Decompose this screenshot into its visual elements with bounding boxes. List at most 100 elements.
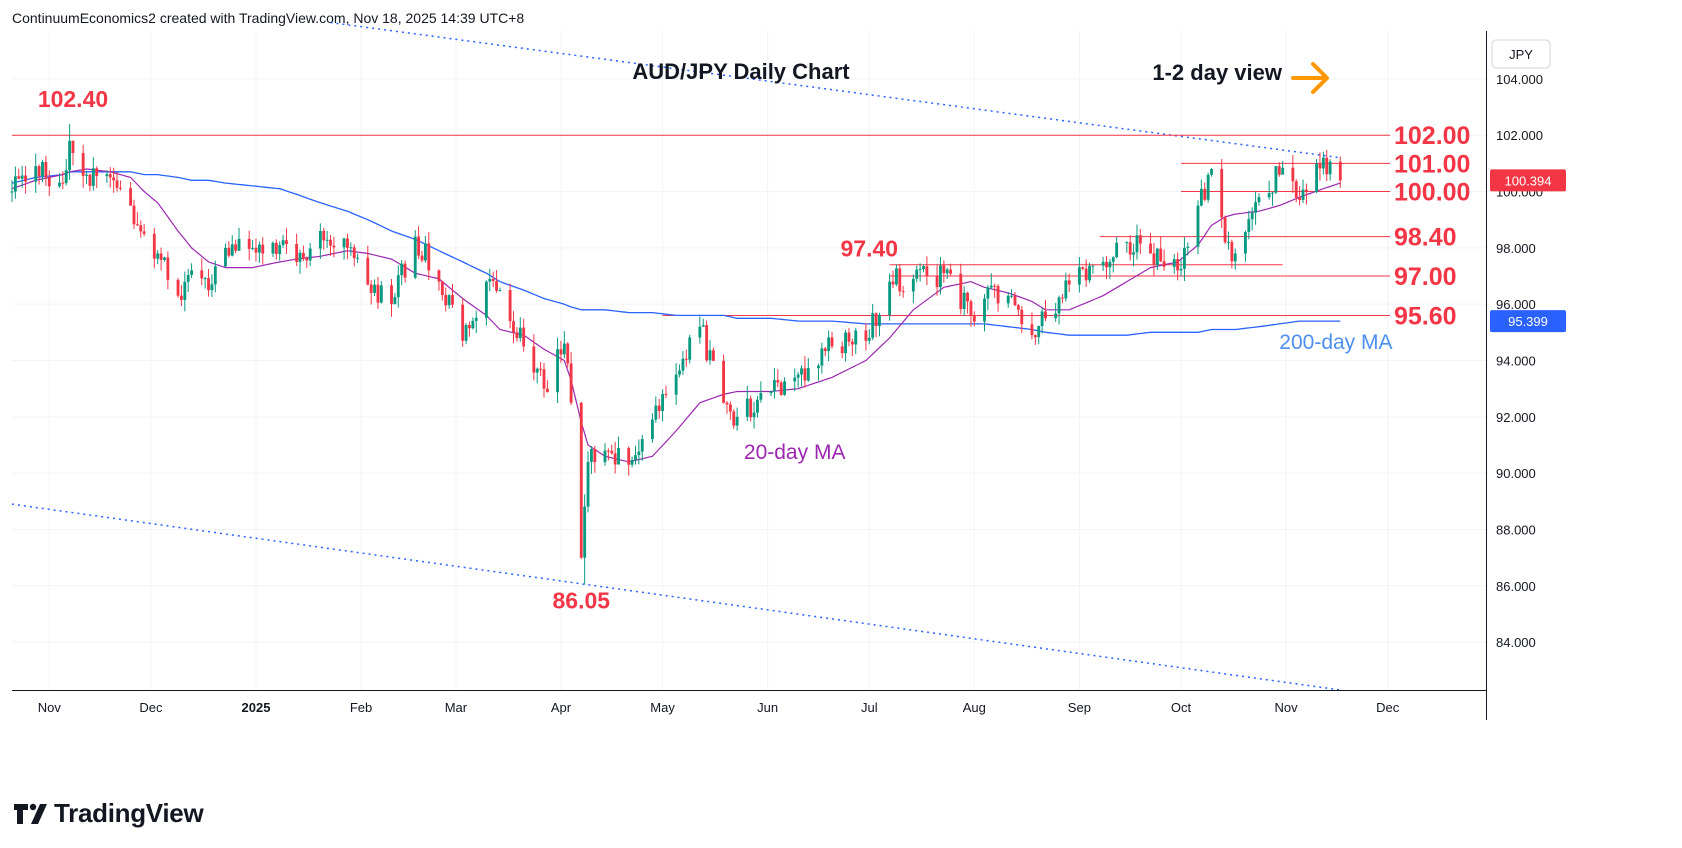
currency-box	[1491, 39, 1551, 69]
candle-body	[71, 140, 75, 154]
candle-body	[1030, 324, 1034, 336]
candle-body	[634, 455, 637, 460]
candle-body	[1210, 168, 1213, 175]
candle-body	[854, 330, 858, 345]
candle-body	[681, 358, 685, 371]
candle	[793, 368, 797, 392]
annotation-97-40: 97.40	[841, 235, 899, 261]
candle-body	[532, 346, 536, 373]
candle-body	[989, 285, 993, 288]
candle-body	[274, 242, 278, 255]
candle	[627, 446, 631, 476]
ma-200-price-label: 95.399	[1508, 314, 1548, 329]
candle	[922, 264, 925, 273]
x-tick-label: Dec	[1376, 700, 1400, 715]
candle-body	[769, 391, 773, 394]
candle-body	[579, 402, 583, 558]
candle	[800, 365, 803, 387]
candle-body	[630, 459, 634, 465]
horizontal-levels	[12, 134, 1390, 316]
candle-body	[803, 368, 807, 381]
candle-body	[606, 450, 610, 452]
candle	[346, 233, 349, 260]
candle	[47, 170, 51, 196]
candle-body	[590, 448, 593, 462]
candle-body	[261, 244, 265, 254]
ma-200-price-tag	[1490, 310, 1566, 333]
candle	[423, 235, 427, 263]
candle	[1159, 236, 1163, 263]
x-tick-label: Nov	[1275, 700, 1299, 715]
candle-body	[440, 281, 444, 296]
candle	[613, 441, 617, 474]
candle-body	[725, 402, 729, 405]
candle	[583, 494, 587, 585]
candle	[681, 350, 685, 375]
candle-body	[163, 257, 166, 260]
candle	[108, 167, 112, 188]
candle	[779, 380, 783, 396]
candle-body	[1037, 326, 1041, 338]
candle-body	[183, 281, 187, 300]
y-tick-label: 86.000	[1496, 579, 1536, 594]
candle	[342, 237, 346, 260]
candle-body	[732, 411, 736, 426]
candle	[440, 280, 444, 301]
candle	[129, 181, 133, 206]
candle	[1061, 293, 1064, 304]
candle-body	[230, 244, 234, 256]
candle	[989, 273, 993, 290]
candle	[1013, 291, 1017, 307]
candle	[911, 274, 915, 304]
candle	[1006, 292, 1010, 308]
candle	[705, 320, 709, 363]
candle-body	[44, 161, 48, 178]
candle-body	[918, 269, 922, 271]
candle-body	[939, 265, 942, 288]
candle	[617, 436, 620, 465]
candle-body	[1111, 257, 1115, 262]
candle	[461, 298, 465, 347]
x-tick-label: Jul	[861, 700, 878, 715]
candle-body	[1186, 246, 1190, 248]
candle-body	[867, 337, 871, 341]
candle	[186, 268, 190, 293]
tradingview-logo[interactable]: TradingView	[14, 798, 204, 829]
candle	[1298, 186, 1302, 206]
candle-body	[423, 243, 427, 261]
candle-body	[864, 330, 868, 341]
candle-body	[972, 315, 976, 322]
candle	[210, 274, 214, 298]
candle-body	[1172, 259, 1176, 267]
x-tick-label: 2025	[242, 700, 271, 715]
candle	[878, 312, 881, 337]
candle	[495, 270, 498, 293]
candle-body	[474, 317, 478, 321]
candle-body	[586, 461, 590, 507]
candle	[844, 329, 847, 362]
candle	[71, 140, 75, 166]
candle-body	[1304, 189, 1308, 193]
candlesticks	[10, 123, 1342, 585]
last-price-tag	[1490, 169, 1566, 192]
candle-body	[617, 448, 620, 465]
candle-body	[207, 278, 210, 291]
candle-body	[444, 295, 448, 306]
candle	[1271, 191, 1274, 206]
candle	[203, 276, 207, 289]
candle	[1088, 262, 1091, 284]
candle	[847, 328, 851, 347]
candle	[776, 369, 780, 388]
candle-body	[461, 304, 465, 341]
candle-body	[142, 231, 146, 234]
candle-body	[1108, 261, 1112, 268]
y-tick-label: 98.000	[1496, 241, 1536, 256]
candle-body	[817, 365, 820, 369]
candle-body	[1149, 243, 1152, 254]
candle	[34, 153, 38, 193]
candle	[606, 448, 610, 461]
candle-body	[1152, 253, 1156, 266]
candle	[484, 280, 488, 326]
candle-body	[1155, 248, 1159, 266]
